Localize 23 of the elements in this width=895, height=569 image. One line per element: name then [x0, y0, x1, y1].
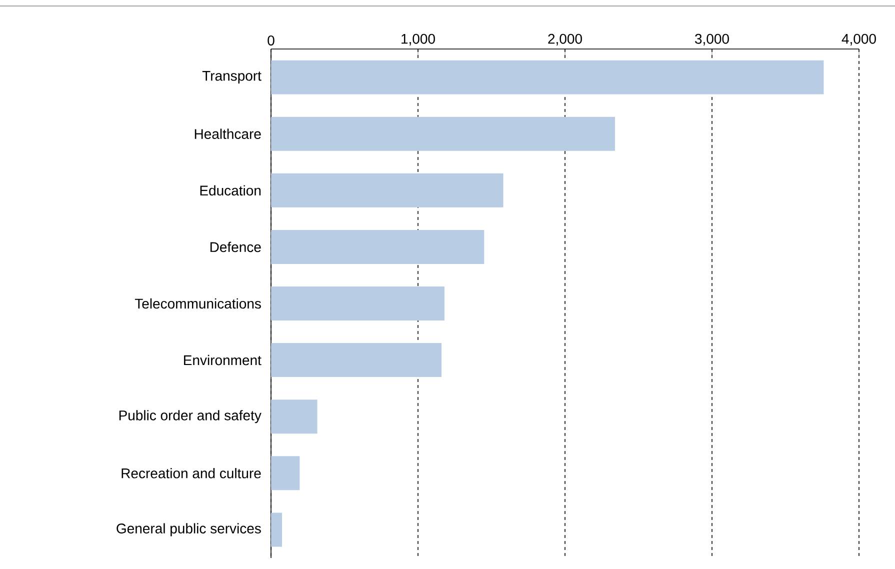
- x-tick-label: 3,000: [695, 34, 729, 46]
- y-tick-label: Environment: [184, 354, 262, 366]
- x-tick-label: 4,000: [842, 34, 876, 46]
- bar: [271, 230, 484, 264]
- bar: [271, 512, 282, 547]
- x-tick-label: 1,000: [402, 34, 435, 46]
- x-tick-label: 0: [268, 36, 274, 46]
- bar: [271, 116, 615, 151]
- bar: [271, 400, 318, 434]
- y-tick-label: Telecommunications: [134, 298, 261, 309]
- bar: [271, 456, 300, 490]
- y-tick-label: Education: [200, 185, 261, 196]
- y-tick-label: General public services: [116, 523, 261, 536]
- y-tick-label: Recreation and culture: [122, 468, 261, 478]
- bar: [271, 173, 504, 208]
- bar: [271, 343, 442, 378]
- y-tick-label: Public order and safety: [119, 410, 262, 424]
- y-tick-label: Healthcare: [194, 128, 261, 139]
- x-tick-label: 2,000: [548, 34, 582, 46]
- bar: [271, 60, 824, 94]
- y-tick-label: Defence: [210, 242, 261, 252]
- bar: [271, 286, 444, 320]
- y-tick-label: Transport: [202, 71, 262, 84]
